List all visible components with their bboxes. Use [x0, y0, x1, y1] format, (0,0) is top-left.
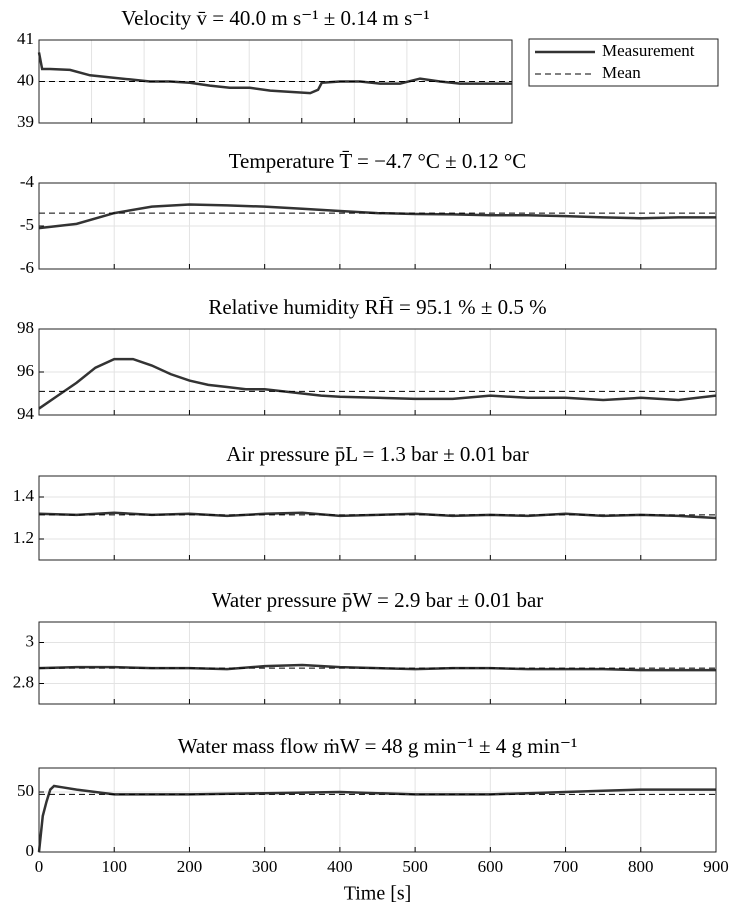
y-tick-label: 0	[26, 841, 35, 860]
y-tick-label: -6	[20, 258, 34, 277]
chart-title: Relative humidity RH̄ = 95.1 % ± 0.5 %	[208, 295, 546, 319]
chart-title: Water pressure p̄W = 2.9 bar ± 0.01 bar	[212, 588, 544, 612]
legend-label: Measurement	[602, 41, 695, 60]
y-tick-label: 1.2	[13, 528, 34, 547]
plot-area	[39, 476, 716, 560]
plot-area	[39, 622, 716, 704]
y-tick-label: 96	[17, 361, 34, 380]
y-tick-label: 1.4	[13, 486, 35, 505]
axes-frame	[38, 182, 717, 270]
chart-title: Air pressure p̄L = 1.3 bar ± 0.01 bar	[226, 442, 529, 466]
x-tick-label: 600	[478, 857, 504, 876]
y-tick-label: 98	[17, 318, 34, 337]
legend-box	[528, 38, 719, 87]
x-tick-label: 900	[703, 857, 729, 876]
x-tick-label: 500	[402, 857, 428, 876]
chart-title: Temperature T̄ = −4.7 °C ± 0.12 °C	[229, 149, 527, 173]
measurement-line	[38, 203, 716, 230]
x-tick-label: 400	[327, 857, 353, 876]
x-tick-label: 100	[101, 857, 127, 876]
measurement-line	[37, 52, 512, 95]
chart-title: Water mass flow ṁW = 48 g min⁻¹ ± 4 g mi…	[178, 734, 578, 758]
x-tick-label: 700	[553, 857, 579, 876]
axes-frame	[38, 767, 717, 853]
x-tick-label: 800	[628, 857, 654, 876]
x-tick-label: 200	[177, 857, 203, 876]
plot-area	[39, 768, 716, 852]
axes-frame	[38, 328, 717, 416]
y-tick-label: 39	[17, 112, 34, 131]
x-tick-label: 0	[35, 857, 44, 876]
chart-title: Velocity v̄ = 40.0 m s⁻¹ ± 0.14 m s⁻¹	[121, 6, 429, 30]
y-tick-label: 50	[17, 781, 34, 800]
y-tick-label: 41	[17, 29, 34, 48]
axes-frame	[38, 39, 513, 124]
axes-frame	[38, 475, 717, 561]
y-tick-label: 2.8	[13, 672, 34, 691]
y-tick-label: 94	[17, 404, 35, 423]
y-tick-label: 40	[17, 70, 34, 89]
x-axis-label: Time [s]	[344, 883, 412, 905]
x-tick-label: 300	[252, 857, 278, 876]
y-tick-label: -4	[20, 172, 35, 191]
y-tick-label: 3	[26, 631, 35, 650]
axes-frame	[38, 621, 717, 705]
legend-label: Mean	[602, 63, 641, 82]
y-tick-label: -5	[20, 215, 34, 234]
